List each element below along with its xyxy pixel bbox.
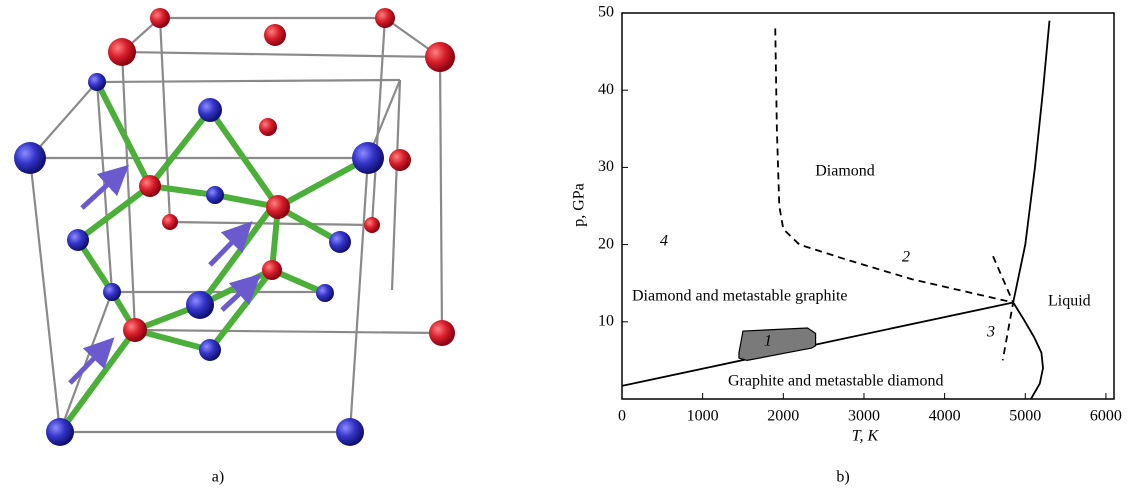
- phase-boundary: [775, 28, 1013, 302]
- y-tick-label: 10: [598, 312, 614, 329]
- x-tick-label: 3000: [848, 408, 880, 425]
- panel-caption: a): [212, 469, 224, 486]
- annotation: Graphite and metastable diamond: [728, 373, 943, 390]
- x-tick-label: 0: [618, 408, 626, 425]
- x-tick-label: 1000: [687, 408, 719, 425]
- y-tick-label: 50: [598, 4, 614, 21]
- annotation: Diamond: [815, 163, 875, 180]
- arrows: [70, 175, 250, 383]
- y-tick-label: 40: [598, 81, 614, 98]
- y-axis-label: p, GPa: [571, 183, 588, 227]
- region: [739, 328, 816, 360]
- x-tick-label: 6000: [1090, 408, 1122, 425]
- x-tick-label: 4000: [929, 408, 961, 425]
- panel-caption: b): [836, 469, 849, 486]
- annotation: Diamond and metastable graphite: [632, 288, 847, 305]
- plot-frame: [622, 13, 1114, 399]
- bonds: [60, 82, 368, 432]
- annotation: 3: [986, 324, 995, 341]
- x-tick-label: 2000: [767, 408, 799, 425]
- x-tick-label: 5000: [1009, 408, 1041, 425]
- y-tick-label: 30: [598, 158, 614, 175]
- annotation: 1: [764, 333, 772, 350]
- y-tick-label: 20: [598, 235, 614, 252]
- annotation: Liquid: [1048, 293, 1091, 310]
- figure: a) b) T, K p, GPa 0 1000 2000 3000 4000 5000 6…: [0, 0, 1131, 492]
- annotation: 2: [902, 249, 910, 266]
- annotation: 4: [660, 233, 668, 250]
- phase-boundary: [993, 256, 1013, 360]
- phase-boundary: [1013, 21, 1049, 399]
- x-axis-label: T, K: [852, 428, 880, 445]
